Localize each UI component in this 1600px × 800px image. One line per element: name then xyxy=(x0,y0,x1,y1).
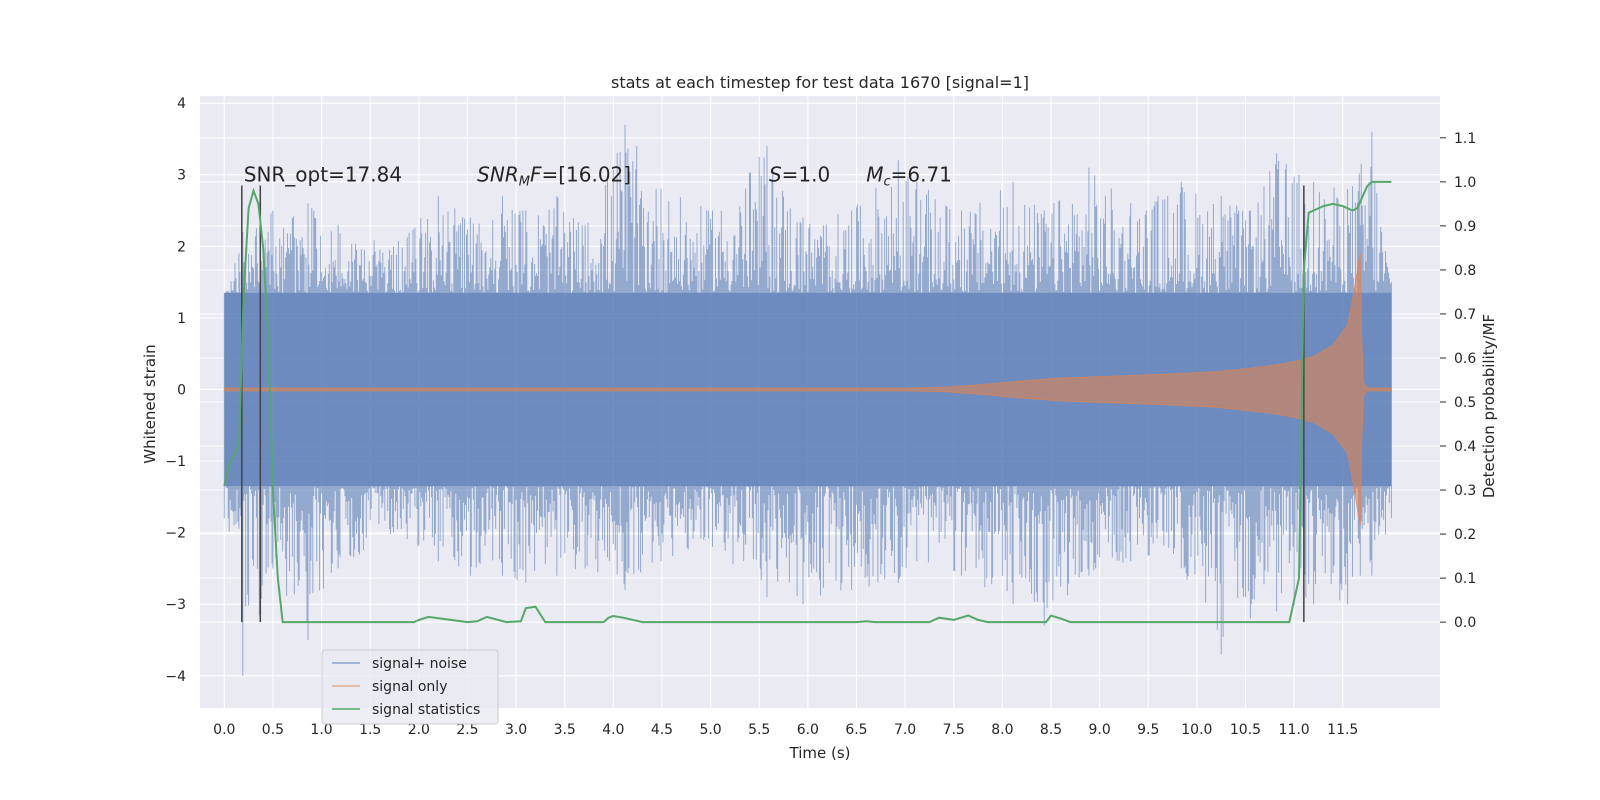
annotation-part: M xyxy=(866,163,883,187)
x-tick-label: 10.5 xyxy=(1230,722,1261,738)
y2-tick-label: 0.3 xyxy=(1454,483,1476,499)
legend-label-signal: signal only xyxy=(372,679,447,695)
annotation-part: F xyxy=(530,163,542,187)
x-tick-label: 10.0 xyxy=(1181,722,1212,738)
y2-tick-label: 0.9 xyxy=(1454,219,1476,235)
annotation-part: c xyxy=(883,175,890,190)
y-ticks-right: 0.0 0.1 0.2 0.3 0.4 0.5 0.6 0.7 0.8 0.9 1.0 1.1 xyxy=(1440,131,1476,631)
legend-box xyxy=(321,649,499,725)
y2-tick-label: 1.1 xyxy=(1454,131,1476,147)
annotation-part: SNR xyxy=(477,163,519,187)
x-tick-label: 11.0 xyxy=(1279,722,1310,738)
y-ticks-left: −4 −3 −2 −1 0 1 2 3 4 xyxy=(165,96,186,685)
y-tick-label: 4 xyxy=(177,96,186,112)
x-tick-label: 3.0 xyxy=(505,722,527,738)
x-tick-label: 4.5 xyxy=(651,722,673,738)
x-tick-label: 7.5 xyxy=(943,722,965,738)
y-tick-label: 2 xyxy=(177,239,186,255)
annotation-snr-mf: SNRMF=[16.02] xyxy=(477,163,631,190)
annotation-part: SNR_opt=17.84 xyxy=(244,163,402,187)
annotation-part: =6.71 xyxy=(891,163,952,187)
y-tick-label: 0 xyxy=(177,382,186,398)
y2-tick-label: 0.6 xyxy=(1454,351,1476,367)
annotations: SNR_opt=17.84 SNRMF=[16.02] S=1.0 Mc=6.71 xyxy=(244,163,952,190)
x-tick-label: 7.0 xyxy=(894,722,916,738)
x-tick-label: 2.5 xyxy=(456,722,478,738)
x-tick-label: 1.0 xyxy=(310,722,332,738)
signal-series-layer xyxy=(223,253,1392,526)
signal-series-area xyxy=(223,253,1392,526)
y2-tick-label: 0.5 xyxy=(1454,395,1476,411)
x-tick-label: 4.0 xyxy=(602,722,624,738)
x-tick-label: 11.5 xyxy=(1327,722,1358,738)
x-tick-label: 8.5 xyxy=(1040,722,1062,738)
x-tick-label: 9.5 xyxy=(1137,722,1159,738)
x-tick-label: 0.5 xyxy=(262,722,284,738)
x-ticks: 0.0 0.5 1.0 1.5 2.0 2.5 3.0 3.5 4.0 4.5 5.0 5.5 6.0 6… xyxy=(213,722,1358,738)
y-tick-label: −2 xyxy=(165,526,186,542)
y2-axis-label: Detection probability/MF xyxy=(1480,314,1498,498)
annotation-part: =1.0 xyxy=(782,163,831,187)
x-tick-label: 6.5 xyxy=(845,722,867,738)
y-tick-label: −1 xyxy=(165,454,186,470)
y2-tick-label: 0.1 xyxy=(1454,571,1476,587)
x-tick-label: 0.0 xyxy=(213,722,235,738)
legend-label-noise: signal+ noise xyxy=(372,656,467,672)
x-tick-label: 8.0 xyxy=(991,722,1013,738)
annotation-s-value: S=1.0 xyxy=(769,163,830,187)
annotation-part: S xyxy=(769,163,782,187)
y2-tick-label: 0.4 xyxy=(1454,439,1476,455)
y2-tick-label: 1.0 xyxy=(1454,175,1476,191)
legend: signal+ noise signal only signal statist… xyxy=(321,649,499,725)
y2-tick-label: 0.2 xyxy=(1454,527,1476,543)
y2-tick-label: 0.8 xyxy=(1454,263,1476,279)
x-tick-label: 6.0 xyxy=(797,722,819,738)
annotation-part: M xyxy=(519,175,530,190)
annotation-mc-value: Mc=6.71 xyxy=(866,163,952,190)
y-axis-label: Whitened strain xyxy=(141,344,159,463)
y-tick-label: −3 xyxy=(165,597,186,613)
legend-label-stats: signal statistics xyxy=(372,702,480,718)
stats-series-line xyxy=(223,180,1392,624)
chart-title: stats at each timestep for test data 167… xyxy=(611,73,1029,92)
x-tick-label: 9.0 xyxy=(1088,722,1110,738)
y2-tick-label: 0.7 xyxy=(1454,307,1476,323)
stats-series-layer xyxy=(223,180,1392,624)
y-tick-label: −4 xyxy=(165,669,186,685)
annotation-part: =[16.02] xyxy=(541,163,631,187)
x-tick-label: 5.0 xyxy=(699,722,721,738)
y-tick-label: 1 xyxy=(177,311,186,327)
annotation-snr-opt: SNR_opt=17.84 xyxy=(244,163,402,187)
x-axis-label: Time (s) xyxy=(789,744,851,762)
x-tick-label: 1.5 xyxy=(359,722,381,738)
y2-tick-label: 0.0 xyxy=(1454,615,1476,631)
x-tick-label: 3.5 xyxy=(554,722,576,738)
y-tick-label: 3 xyxy=(177,168,186,184)
x-tick-label: 2.0 xyxy=(408,722,430,738)
x-tick-label: 5.5 xyxy=(748,722,770,738)
